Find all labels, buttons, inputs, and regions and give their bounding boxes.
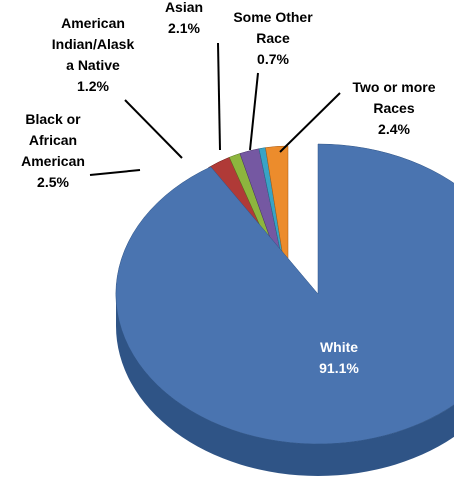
leader-line-asian <box>217 42 221 151</box>
pie-slice-tops <box>115 143 454 476</box>
leader-line-american-indian-alask-a-native <box>124 99 183 159</box>
slice-label-two-or-more-races: Two or more Races 2.4% <box>353 79 436 137</box>
leader-line-black-or-african-american <box>89 169 141 176</box>
leader-lines <box>89 42 341 176</box>
leader-line-some-other-race <box>249 72 259 151</box>
pie-slice-white <box>115 143 454 445</box>
leader-line-two-or-more-races <box>279 92 341 153</box>
slice-label-some-other-race: Some Other Race 0.7% <box>233 9 313 67</box>
slice-label-black-or-african-american: Black or African American 2.5% <box>21 111 85 190</box>
slice-label-american-indian-alask-a-native: American Indian/Alask a Native 1.2% <box>52 15 135 94</box>
pie-side-white <box>116 294 454 476</box>
slice-label-asian: Asian 2.1% <box>165 0 203 36</box>
slice-labels: White 91.1% Black or African American 2.5% Ame… <box>21 0 436 376</box>
slice-label-white: White 91.1% <box>319 339 359 376</box>
